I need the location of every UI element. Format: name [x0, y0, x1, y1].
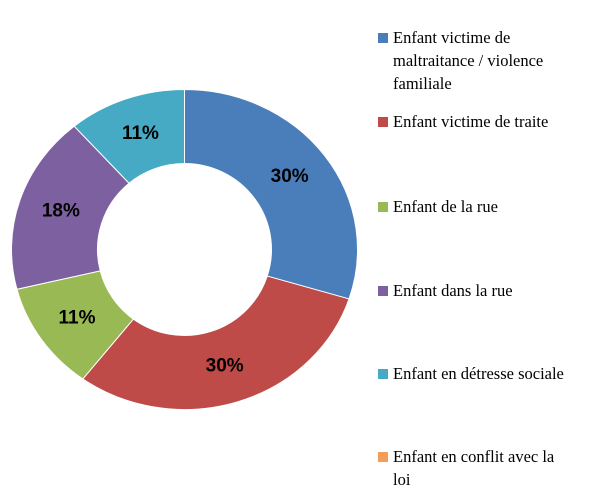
legend-entry: Enfant victime de maltraitance / violenc…: [378, 26, 573, 95]
legend-swatch: [378, 369, 388, 379]
data-label: 30%: [206, 355, 244, 376]
legend-label: Enfant de la rue: [393, 197, 498, 216]
legend-label: Enfant dans la rue: [393, 281, 513, 300]
legend-swatch: [378, 202, 388, 212]
data-label: 18%: [42, 201, 80, 222]
data-label: 30%: [271, 166, 309, 187]
legend-entry: Enfant en conflit avec la loi: [378, 445, 568, 485]
legend-swatch: [378, 286, 388, 296]
legend-label: Enfant en détresse sociale: [393, 364, 564, 383]
legend-swatch: [378, 33, 388, 43]
data-label: 11%: [58, 308, 95, 329]
legend-label: Enfant victime de traite: [393, 112, 549, 131]
donut-slice: [184, 88, 359, 300]
donut-slice: [73, 88, 185, 184]
legend-entry: Enfant de la rue: [378, 195, 614, 218]
donut-slice: [82, 275, 350, 411]
legend-label: Enfant victime de maltraitance / violenc…: [393, 28, 544, 93]
donut-slice: [11, 125, 130, 290]
legend-entry: Enfant victime de traite: [378, 110, 614, 133]
legend-swatch: [378, 117, 388, 127]
data-label: 11%: [122, 123, 159, 144]
legend-entry: Enfant dans la rue: [378, 279, 614, 302]
legend-label: Enfant en conflit avec la loi: [393, 447, 555, 485]
legend-entry: Enfant en détresse sociale: [378, 362, 614, 385]
legend-swatch: [378, 452, 388, 462]
